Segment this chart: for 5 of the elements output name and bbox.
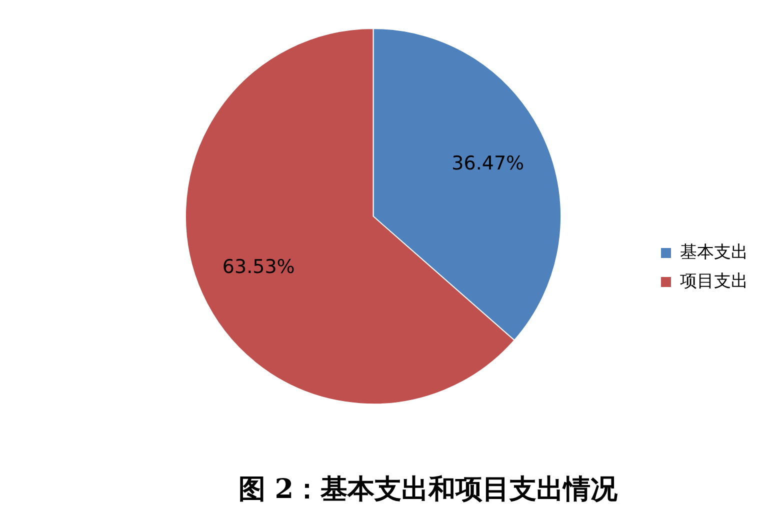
legend-label: 项目支出 xyxy=(680,271,748,292)
text: 图 2：基本支出和项目支出情况 xyxy=(238,474,619,505)
data-label: 36.47% xyxy=(452,152,524,174)
legend-label: 基本支出 xyxy=(680,242,748,262)
data-label: 63.53% xyxy=(222,256,295,278)
